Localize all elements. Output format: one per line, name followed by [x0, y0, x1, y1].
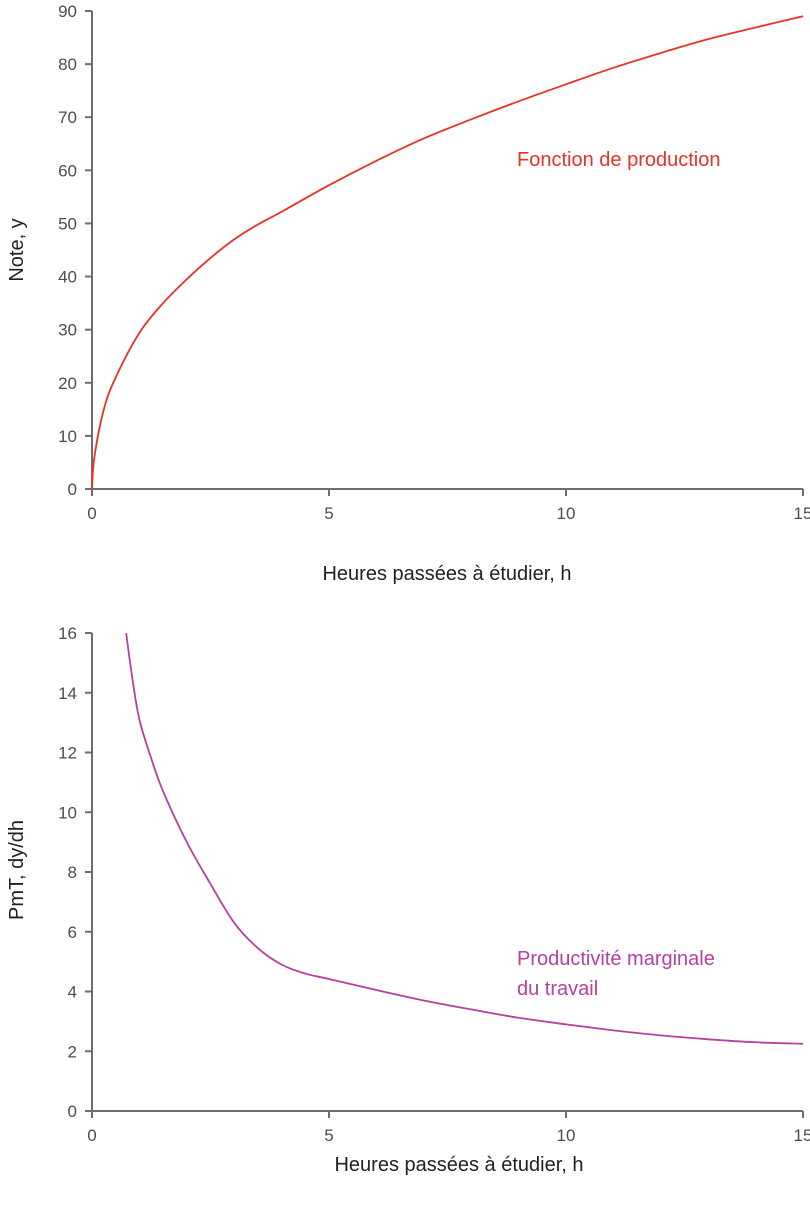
x-tick-label: 10: [557, 504, 576, 523]
series-annotation-line-2: du travail: [517, 978, 598, 1000]
y-tick-label: 8: [68, 863, 77, 882]
x-tick-label: 5: [324, 1126, 333, 1145]
y-tick-label: 90: [58, 2, 77, 21]
x-tick-label: 5: [324, 504, 333, 523]
series-line: [125, 632, 804, 1045]
x-tick-label: 0: [87, 1126, 96, 1145]
y-tick-label: 16: [58, 624, 77, 643]
y-tick-label: 60: [58, 161, 77, 180]
x-tick-label: 15: [794, 1126, 810, 1145]
y-tick-label: 6: [68, 923, 77, 942]
y-tick-label: 12: [58, 744, 77, 763]
y-tick-label: 70: [58, 108, 77, 127]
y-tick-label: 80: [58, 55, 77, 74]
x-tick-label: 0: [87, 504, 96, 523]
y-tick-label: 30: [58, 321, 77, 340]
series-annotation: Fonction de production: [517, 149, 720, 171]
y-axis-label: Note, y: [6, 218, 28, 281]
production-function-chart: Note, y Heures passées à étudier, h Fonc…: [6, 2, 810, 585]
series-annotation-line-1: Productivité marginale: [517, 948, 715, 970]
x-tick-label: 15: [794, 504, 810, 523]
x-tick-label: 10: [557, 1126, 576, 1145]
y-tick-label: 20: [58, 374, 77, 393]
marginal-product-chart: PmT, dy/dh Heures passées à étudier, h P…: [6, 624, 810, 1176]
y-tick-label: 40: [58, 268, 77, 287]
y-tick-label: 14: [58, 684, 77, 703]
y-axis-label: PmT, dy/dh: [6, 820, 28, 920]
series-line: [91, 15, 804, 490]
x-axis-label: Heures passées à étudier, h: [334, 1154, 583, 1176]
y-tick-label: 50: [58, 214, 77, 233]
y-tick-label: 0: [68, 480, 77, 499]
y-tick-label: 10: [58, 803, 77, 822]
y-tick-label: 4: [68, 983, 77, 1002]
x-axis-label: Heures passées à étudier, h: [322, 563, 571, 585]
y-tick-label: 10: [58, 427, 77, 446]
y-tick-label: 2: [68, 1042, 77, 1061]
y-tick-label: 0: [68, 1102, 77, 1121]
